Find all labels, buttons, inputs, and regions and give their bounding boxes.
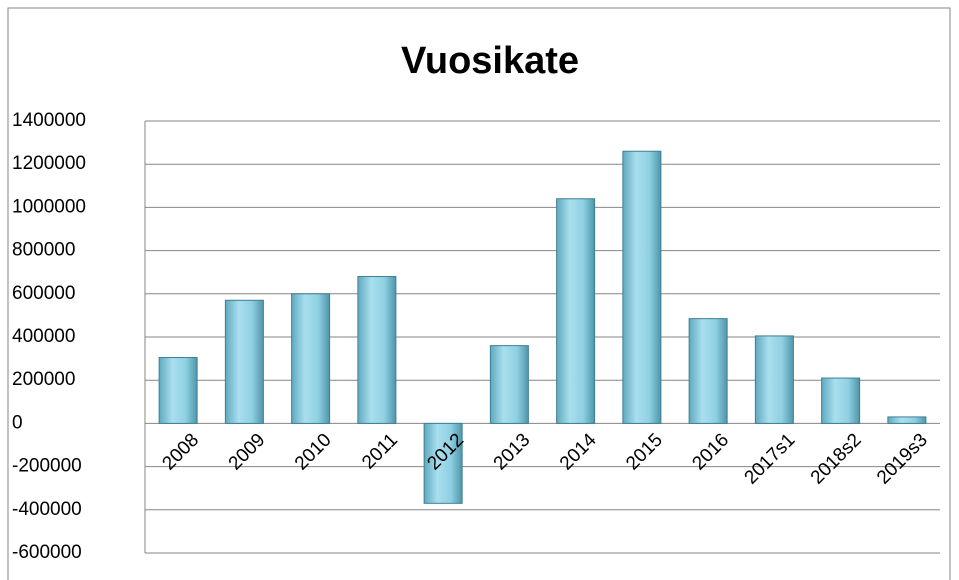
- y-tick-label: 1200000: [12, 153, 86, 174]
- x-tick-label: 2013: [490, 430, 535, 475]
- y-tick-label: 1000000: [12, 196, 86, 217]
- y-tick-label: -400000: [12, 499, 82, 520]
- y-tick-label: -600000: [12, 542, 82, 563]
- x-tick-label: 2018s2: [807, 430, 866, 489]
- x-tick-label: 2014: [556, 429, 601, 474]
- y-tick-label: 1400000: [12, 110, 86, 131]
- chart-border: [7, 7, 951, 580]
- bar: [489, 345, 529, 424]
- y-tick-label: -200000: [12, 456, 82, 477]
- bar: [887, 416, 927, 424]
- y-tick-label: 200000: [12, 369, 75, 390]
- bar: [423, 422, 463, 504]
- x-tick-label: 2008: [158, 430, 203, 475]
- x-tick-label: 2019s3: [873, 430, 932, 489]
- y-tick-label: 600000: [12, 283, 75, 304]
- bar: [821, 377, 861, 424]
- x-tick-label: 2010: [291, 430, 336, 475]
- y-tick-label: 0: [12, 412, 23, 433]
- bar: [556, 198, 596, 424]
- x-tick-label: 2017s1: [741, 430, 800, 489]
- x-tick-label: 2009: [225, 430, 270, 475]
- x-tick-label: 2015: [622, 430, 667, 475]
- x-tick-label: 2016: [688, 430, 733, 475]
- chart-title: Vuosikate: [401, 40, 579, 82]
- bar: [158, 357, 198, 424]
- y-tick-label: 800000: [12, 240, 75, 261]
- bar: [622, 150, 662, 424]
- y-tick-label: 400000: [12, 326, 75, 347]
- bar: [754, 335, 794, 424]
- bar: [357, 276, 397, 424]
- bar: [224, 299, 264, 424]
- bar: [688, 318, 728, 424]
- bar: [291, 293, 331, 424]
